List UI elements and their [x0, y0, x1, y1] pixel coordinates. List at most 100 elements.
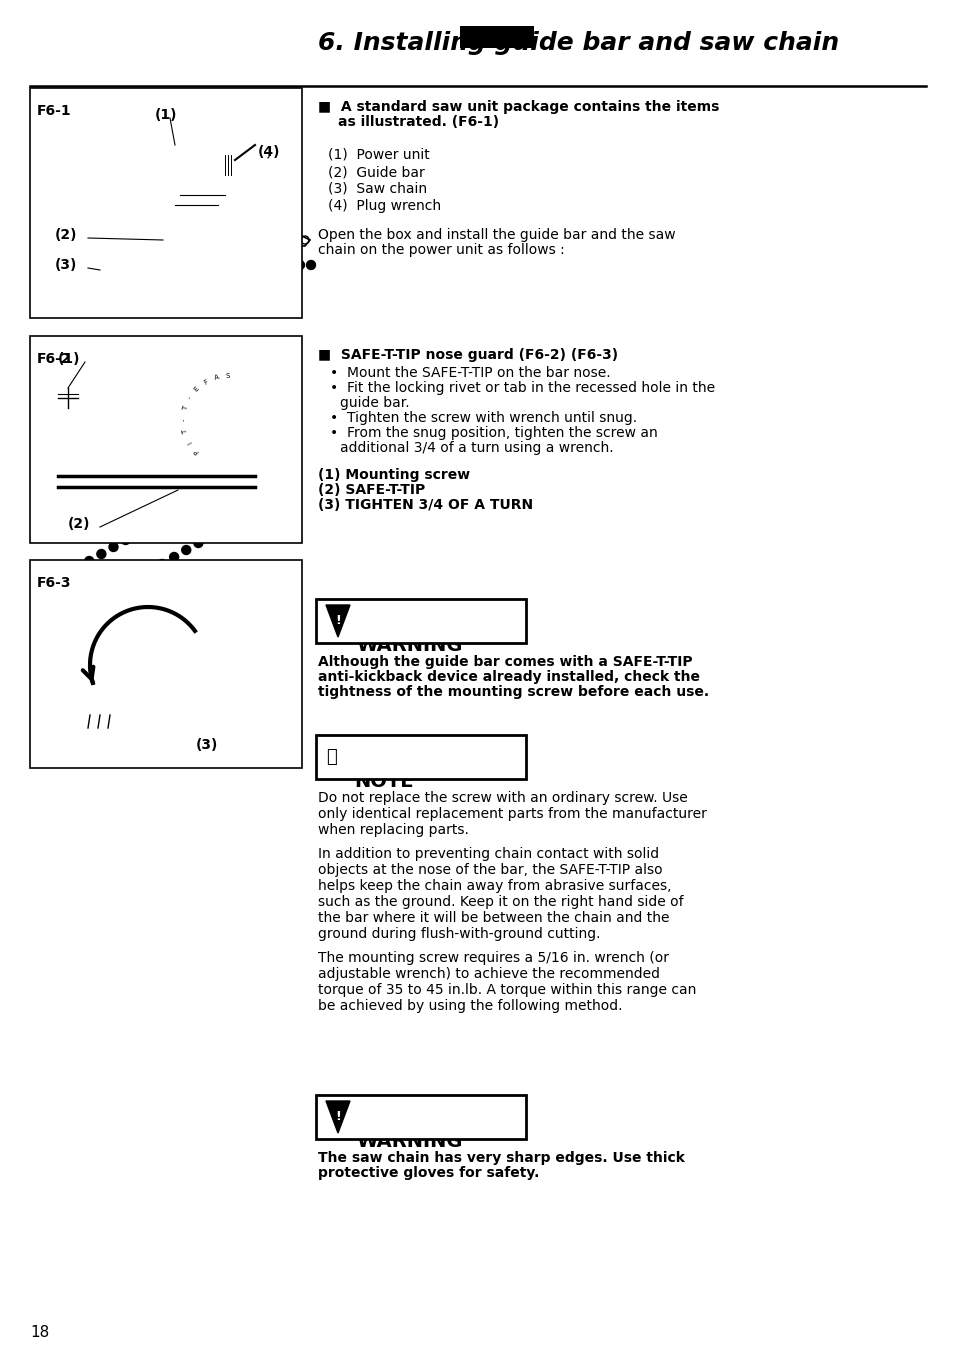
Circle shape [157, 559, 167, 569]
Circle shape [206, 531, 214, 541]
Circle shape [109, 588, 118, 597]
Circle shape [243, 456, 251, 464]
Circle shape [163, 260, 172, 270]
Text: helps keep the chain away from abrasive surfaces,: helps keep the chain away from abrasive … [317, 879, 671, 892]
Circle shape [121, 535, 130, 545]
Bar [30, 559, 302, 768]
Text: WARNING: WARNING [355, 636, 462, 655]
Bar [30, 88, 302, 318]
Text: as illustrated. (F6-1): as illustrated. (F6-1) [337, 115, 498, 129]
Text: •  Mount the SAFE-T-TIP on the bar nose.: • Mount the SAFE-T-TIP on the bar nose. [330, 367, 610, 380]
Circle shape [100, 456, 108, 464]
Circle shape [188, 456, 195, 464]
Bar [315, 1095, 525, 1139]
Text: chain on the power unit as follows :: chain on the power unit as follows : [317, 243, 564, 257]
Text: !: ! [335, 1111, 340, 1123]
Text: 📖: 📖 [326, 748, 336, 766]
Bar [30, 336, 302, 543]
Circle shape [109, 260, 117, 270]
Circle shape [218, 524, 227, 534]
Circle shape [60, 570, 70, 580]
Text: guide bar.: guide bar. [339, 396, 409, 410]
Bar [459, 26, 534, 49]
Text: 18: 18 [30, 1325, 50, 1340]
Text: A: A [213, 373, 219, 381]
Circle shape [72, 563, 82, 573]
Circle shape [175, 368, 280, 472]
Circle shape [67, 456, 75, 464]
Text: be achieved by using the following method.: be achieved by using the following metho… [317, 999, 622, 1012]
Circle shape [97, 260, 107, 270]
Circle shape [131, 260, 139, 270]
Text: protective gloves for safety.: protective gloves for safety. [317, 1166, 538, 1180]
Circle shape [141, 260, 151, 270]
Circle shape [152, 260, 161, 270]
Text: ■  SAFE-T-TIP nose guard (F6-2) (F6-3): ■ SAFE-T-TIP nose guard (F6-2) (F6-3) [317, 348, 618, 363]
Text: P: P [193, 448, 200, 454]
Circle shape [284, 260, 294, 270]
Text: such as the ground. Keep it on the right hand side of: such as the ground. Keep it on the right… [317, 895, 683, 909]
Polygon shape [326, 1101, 350, 1134]
Circle shape [78, 456, 86, 464]
Circle shape [106, 623, 190, 706]
Circle shape [60, 616, 70, 624]
Text: (2): (2) [55, 228, 77, 243]
Text: •  Fit the locking rivet or tab in the recessed hole in the: • Fit the locking rivet or tab in the re… [330, 381, 715, 395]
Text: torque of 35 to 45 in.lb. A torque within this range can: torque of 35 to 45 in.lb. A torque withi… [317, 983, 696, 998]
Text: -: - [181, 419, 187, 421]
Circle shape [132, 456, 141, 464]
Text: -: - [187, 395, 193, 400]
Text: •  Tighten the screw with wrench until snug.: • Tighten the screw with wrench until sn… [330, 411, 637, 425]
Circle shape [145, 566, 154, 576]
Circle shape [240, 260, 250, 270]
Circle shape [252, 260, 260, 270]
Circle shape [232, 456, 240, 464]
Text: The saw chain has very sharp edges. Use thick: The saw chain has very sharp edges. Use … [317, 1151, 684, 1165]
Text: ground during flush-with-ground cutting.: ground during flush-with-ground cutting. [317, 927, 599, 941]
Circle shape [85, 557, 93, 566]
Text: (2)  Guide bar: (2) Guide bar [328, 164, 424, 179]
Circle shape [295, 260, 304, 270]
Circle shape [221, 456, 229, 464]
Text: (1): (1) [58, 352, 80, 367]
Circle shape [170, 507, 178, 516]
Circle shape [109, 542, 118, 551]
Text: Open the box and install the guide bar and the saw: Open the box and install the guide bar a… [317, 228, 675, 243]
Text: Do not replace the screw with an ordinary screw. Use: Do not replace the screw with an ordinar… [317, 791, 687, 805]
Circle shape [133, 573, 142, 582]
Polygon shape [75, 700, 125, 741]
Circle shape [145, 522, 154, 531]
Text: T: T [182, 406, 189, 411]
Text: adjustable wrench) to achieve the recommended: adjustable wrench) to achieve the recomm… [317, 967, 659, 981]
Text: (3): (3) [195, 737, 218, 752]
Circle shape [111, 456, 119, 464]
Circle shape [75, 260, 85, 270]
Circle shape [196, 260, 205, 270]
Text: The mounting screw requires a 5/16 in. wrench (or: The mounting screw requires a 5/16 in. w… [317, 950, 668, 965]
Circle shape [206, 487, 214, 496]
Text: In addition to preventing chain contact with solid: In addition to preventing chain contact … [317, 847, 659, 861]
Text: when replacing parts.: when replacing parts. [317, 824, 468, 837]
Text: (4)  Plug wrench: (4) Plug wrench [328, 200, 440, 213]
Text: F6-1: F6-1 [37, 104, 71, 119]
Circle shape [210, 456, 218, 464]
Text: Although the guide bar comes with a SAFE-T-TIP: Although the guide bar comes with a SAFE… [317, 655, 692, 669]
Circle shape [72, 608, 82, 617]
Text: English: English [468, 32, 518, 44]
Circle shape [182, 546, 191, 554]
Text: (3)  Saw chain: (3) Saw chain [328, 182, 427, 195]
Circle shape [193, 493, 203, 503]
Circle shape [199, 456, 207, 464]
Circle shape [121, 581, 130, 589]
Circle shape [182, 500, 191, 510]
Polygon shape [326, 605, 350, 638]
Text: (1) Mounting screw: (1) Mounting screw [317, 468, 470, 483]
Circle shape [218, 480, 227, 488]
Text: objects at the nose of the bar, the SAFE-T-TIP also: objects at the nose of the bar, the SAFE… [317, 863, 662, 878]
Text: (3): (3) [55, 257, 77, 272]
Circle shape [87, 260, 95, 270]
Circle shape [56, 456, 64, 464]
Text: (2): (2) [68, 518, 91, 531]
Text: NOTE: NOTE [354, 772, 413, 791]
Text: E: E [193, 386, 200, 392]
